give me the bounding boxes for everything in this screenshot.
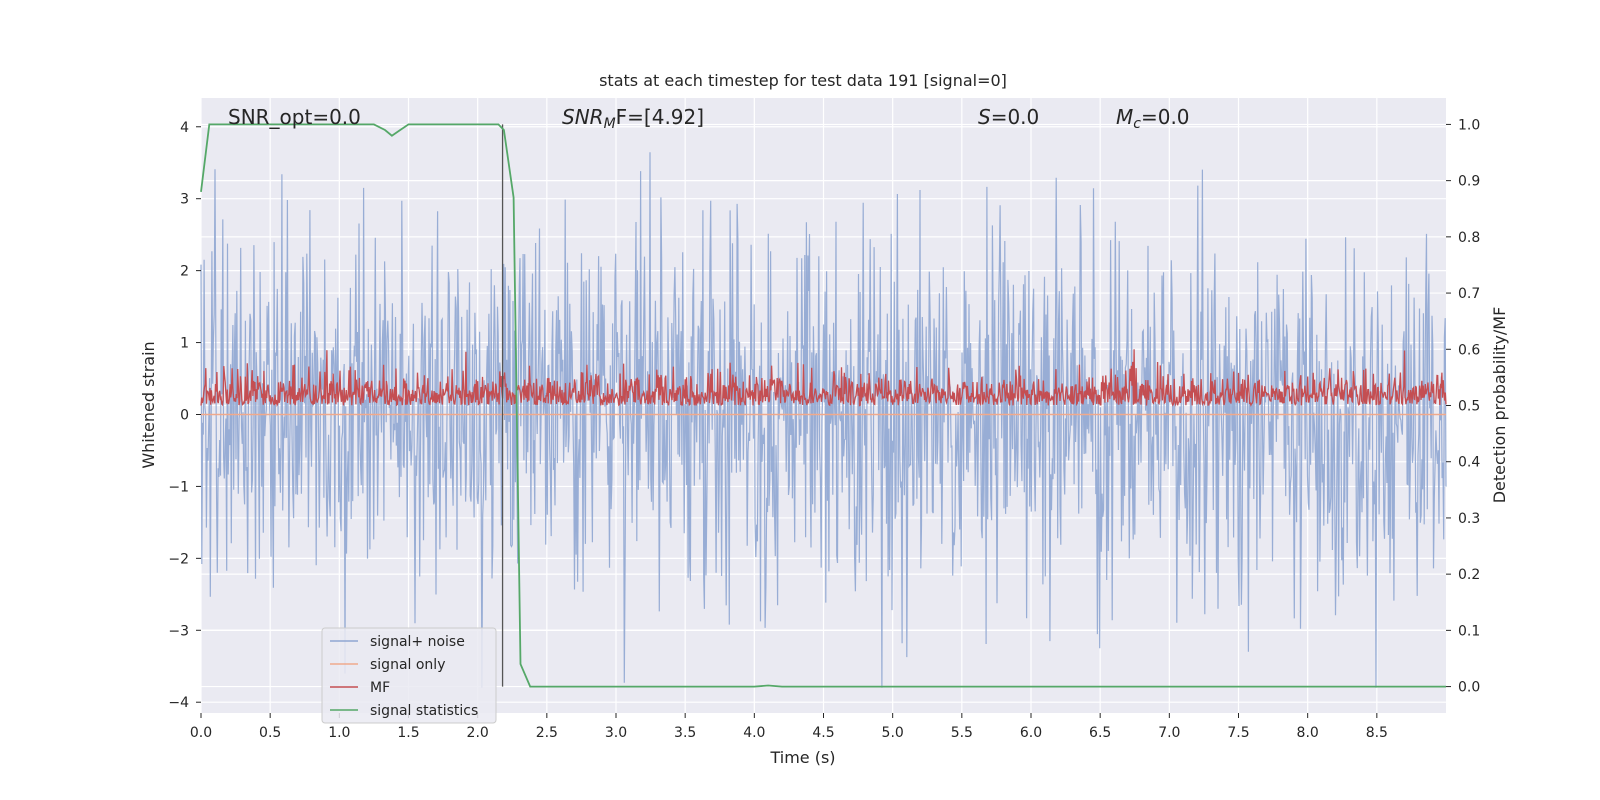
- y-right-tick-label: 0.8: [1458, 230, 1480, 246]
- y-left-tick-label: −2: [168, 551, 189, 567]
- y-right-tick-label: 0.2: [1458, 567, 1480, 583]
- x-tick-label: 8.0: [1297, 725, 1319, 741]
- x-tick-label: 6.5: [1089, 725, 1111, 741]
- y-right-tick-label: 1.0: [1458, 117, 1480, 133]
- x-tick-label: 5.5: [951, 725, 973, 741]
- y-axis-right-label: Detection probability/MF: [1490, 307, 1509, 504]
- mc-main: M: [1116, 105, 1133, 129]
- x-tick-label: 0.5: [259, 725, 281, 741]
- snr-mf-annotation: SNRMF=[4.92]: [562, 105, 704, 132]
- chart-title: stats at each timestep for test data 191…: [599, 71, 1007, 90]
- y-left-tick-label: 4: [180, 120, 189, 136]
- legend-label-signal-statistics: signal statistics: [370, 703, 478, 719]
- x-tick-label: 6.0: [1020, 725, 1042, 741]
- snr-mf-main: SNR: [562, 105, 604, 129]
- x-axis-label: Time (s): [769, 748, 835, 767]
- mc-rest: =0.0: [1141, 105, 1190, 129]
- x-tick-label: 7.0: [1158, 725, 1180, 741]
- s-main: S: [978, 105, 991, 129]
- x-tick-label: 4.5: [812, 725, 834, 741]
- mc-annotation: Mc=0.0: [1116, 105, 1190, 132]
- x-tick-label: 5.0: [882, 725, 904, 741]
- y-left-tick-label: 0: [180, 407, 189, 423]
- legend-box: [321, 627, 497, 724]
- y-left-tick-label: −3: [168, 623, 189, 639]
- y-axis-left-label: Whitened strain: [139, 341, 158, 468]
- y-right-tick-label: 0.5: [1458, 399, 1480, 415]
- series-signal-statistics: [200, 123, 1446, 688]
- snr-mf-sub: M: [604, 116, 616, 132]
- y-right-tick-label: 0.4: [1458, 455, 1480, 471]
- y-left-tick-label: −4: [168, 695, 189, 711]
- legend-label-signal-noise: signal+ noise: [370, 634, 465, 650]
- x-tick-label: 4.0: [743, 725, 765, 741]
- x-tick-label: 2.0: [467, 725, 489, 741]
- x-tick-label: 1.0: [328, 725, 350, 741]
- series-mf: [200, 349, 1447, 407]
- y-left-tick-label: 1: [180, 336, 189, 352]
- y-right-tick-label: 0.6: [1458, 342, 1480, 358]
- y-left-tick-label: 3: [180, 192, 189, 208]
- legend-label-signal-only: signal only: [370, 657, 445, 673]
- x-tick-label: 3.5: [674, 725, 696, 741]
- x-tick-label: 1.5: [397, 725, 419, 741]
- snr-mf-rest: F=[4.92]: [616, 105, 704, 129]
- y-left-tick-label: 2: [180, 264, 189, 280]
- x-tick-label: 2.5: [536, 725, 558, 741]
- mc-sub: c: [1133, 116, 1141, 132]
- y-right-tick-label: 0.0: [1458, 680, 1480, 696]
- y-right-tick-label: 0.9: [1458, 174, 1480, 190]
- y-right-tick-label: 0.1: [1458, 623, 1480, 639]
- x-tick-label: 0.0: [190, 725, 212, 741]
- y-right-tick-label: 0.7: [1458, 286, 1480, 302]
- s-annotation: S=0.0: [978, 105, 1039, 129]
- y-left-tick-label: −1: [168, 479, 189, 495]
- s-rest: =0.0: [991, 105, 1040, 129]
- x-tick-label: 7.5: [1227, 725, 1249, 741]
- legend: signal+ noise signal only MF signal stat…: [321, 627, 497, 724]
- snr-opt-annotation: SNR_opt=0.0: [228, 105, 361, 129]
- legend-label-mf: MF: [370, 680, 390, 696]
- x-tick-label: 8.5: [1366, 725, 1388, 741]
- x-tick-label: 3.0: [605, 725, 627, 741]
- series-signal-noise: [200, 152, 1447, 688]
- y-right-tick-label: 0.3: [1458, 511, 1480, 527]
